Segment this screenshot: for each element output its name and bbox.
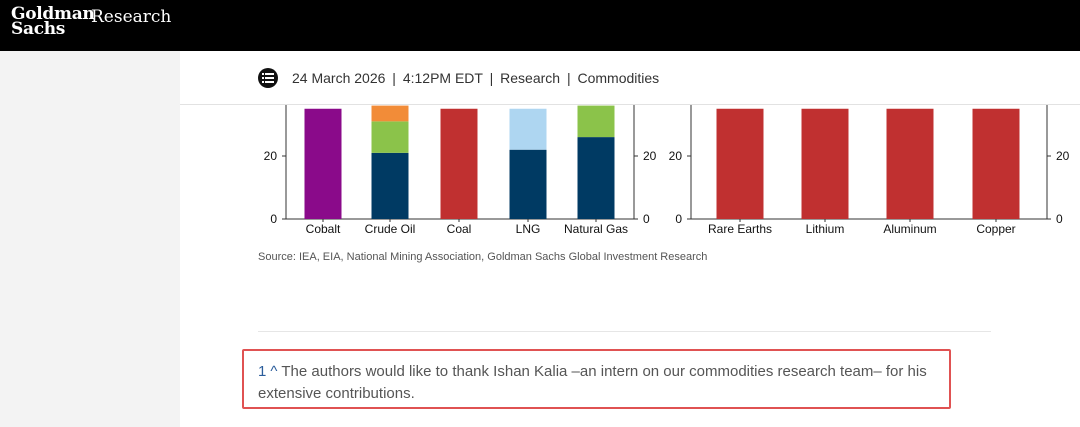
bar-crude-oil-green xyxy=(371,121,409,153)
bar-rare-earths-red xyxy=(716,108,764,219)
bar-crude-oil-orange xyxy=(371,105,409,122)
goldman-sachs-logo[interactable]: Goldman Sachs xyxy=(11,4,95,39)
meta-separator: | xyxy=(489,70,494,86)
x-tick-label: LNG xyxy=(516,222,541,236)
bar-cobalt-purple xyxy=(304,108,342,219)
meta-separator: | xyxy=(566,70,571,86)
y-tick-label-left: 20 xyxy=(669,149,683,163)
bar-lithium-red xyxy=(801,108,849,219)
bar-lng-light-blue xyxy=(509,108,547,150)
top-navigation-bar: Goldman Sachs Research xyxy=(0,0,1080,51)
y-tick-label-right: 20 xyxy=(643,149,657,163)
bar-aluminum-red xyxy=(886,108,934,219)
meta-separator: | xyxy=(392,70,396,86)
x-tick-label: Aluminum xyxy=(883,222,936,236)
left-sidebar xyxy=(0,51,180,427)
article-meta: 24 March 2026 | 4:12PM EDT | Research | … xyxy=(292,70,659,86)
footnote: 1 ^ The authors would like to thank Ishan … xyxy=(258,361,948,405)
y-tick-label-left: 0 xyxy=(270,212,277,226)
x-tick-label: Natural Gas xyxy=(564,222,628,236)
bar-crude-oil-navy xyxy=(371,152,409,219)
y-tick-label-right: 0 xyxy=(1056,212,1063,226)
bar-coal-red xyxy=(440,108,478,219)
article-section[interactable]: Research xyxy=(500,70,561,86)
logo-line-1: Goldman xyxy=(11,4,95,24)
y-tick-label-left: 20 xyxy=(264,149,278,163)
x-tick-label: Cobalt xyxy=(306,222,341,236)
y-tick-label-right: 0 xyxy=(643,212,650,226)
bar-natural-gas-green xyxy=(577,105,615,138)
x-tick-label: Crude Oil xyxy=(365,222,416,236)
x-tick-label: Copper xyxy=(976,222,1015,236)
x-tick-label: Lithium xyxy=(806,222,845,236)
x-tick-label: Coal xyxy=(447,222,472,236)
chart-area: 0 0 20 20 Cobalt Crude Oil Coal LNG Natural Gas 0… xyxy=(264,104,1070,236)
x-tick-label: Rare Earths xyxy=(708,222,772,236)
bar-natural-gas-navy xyxy=(577,137,615,219)
article-date: 24 March 2026 xyxy=(292,70,386,86)
research-label[interactable]: Research xyxy=(91,7,172,27)
footnote-backlink[interactable]: ^ xyxy=(270,363,278,380)
y-tick-label-right: 20 xyxy=(1056,149,1070,163)
article-meta-bar: 24 March 2026 | 4:12PM EDT | Research | … xyxy=(180,51,1080,105)
footnote-highlight-box: 1 ^ The authors would like to thank Ishan … xyxy=(242,349,951,409)
article-time: 4:12PM EDT xyxy=(402,70,483,86)
y-tick-label-left: 0 xyxy=(675,212,682,226)
footnote-divider xyxy=(258,331,991,332)
chart-source: Source: IEA, EIA, National Mining Associ… xyxy=(258,251,708,263)
bar-lng-navy xyxy=(509,149,547,219)
article-topic[interactable]: Commodities xyxy=(577,70,660,86)
logo-line-2: Sachs xyxy=(11,19,66,39)
table-of-contents-icon[interactable] xyxy=(258,68,278,88)
footnote-number[interactable]: 1 xyxy=(258,363,267,380)
bar-copper-red xyxy=(972,108,1020,219)
footnote-text: The authors would like to thank Ishan Ka… xyxy=(258,363,927,402)
